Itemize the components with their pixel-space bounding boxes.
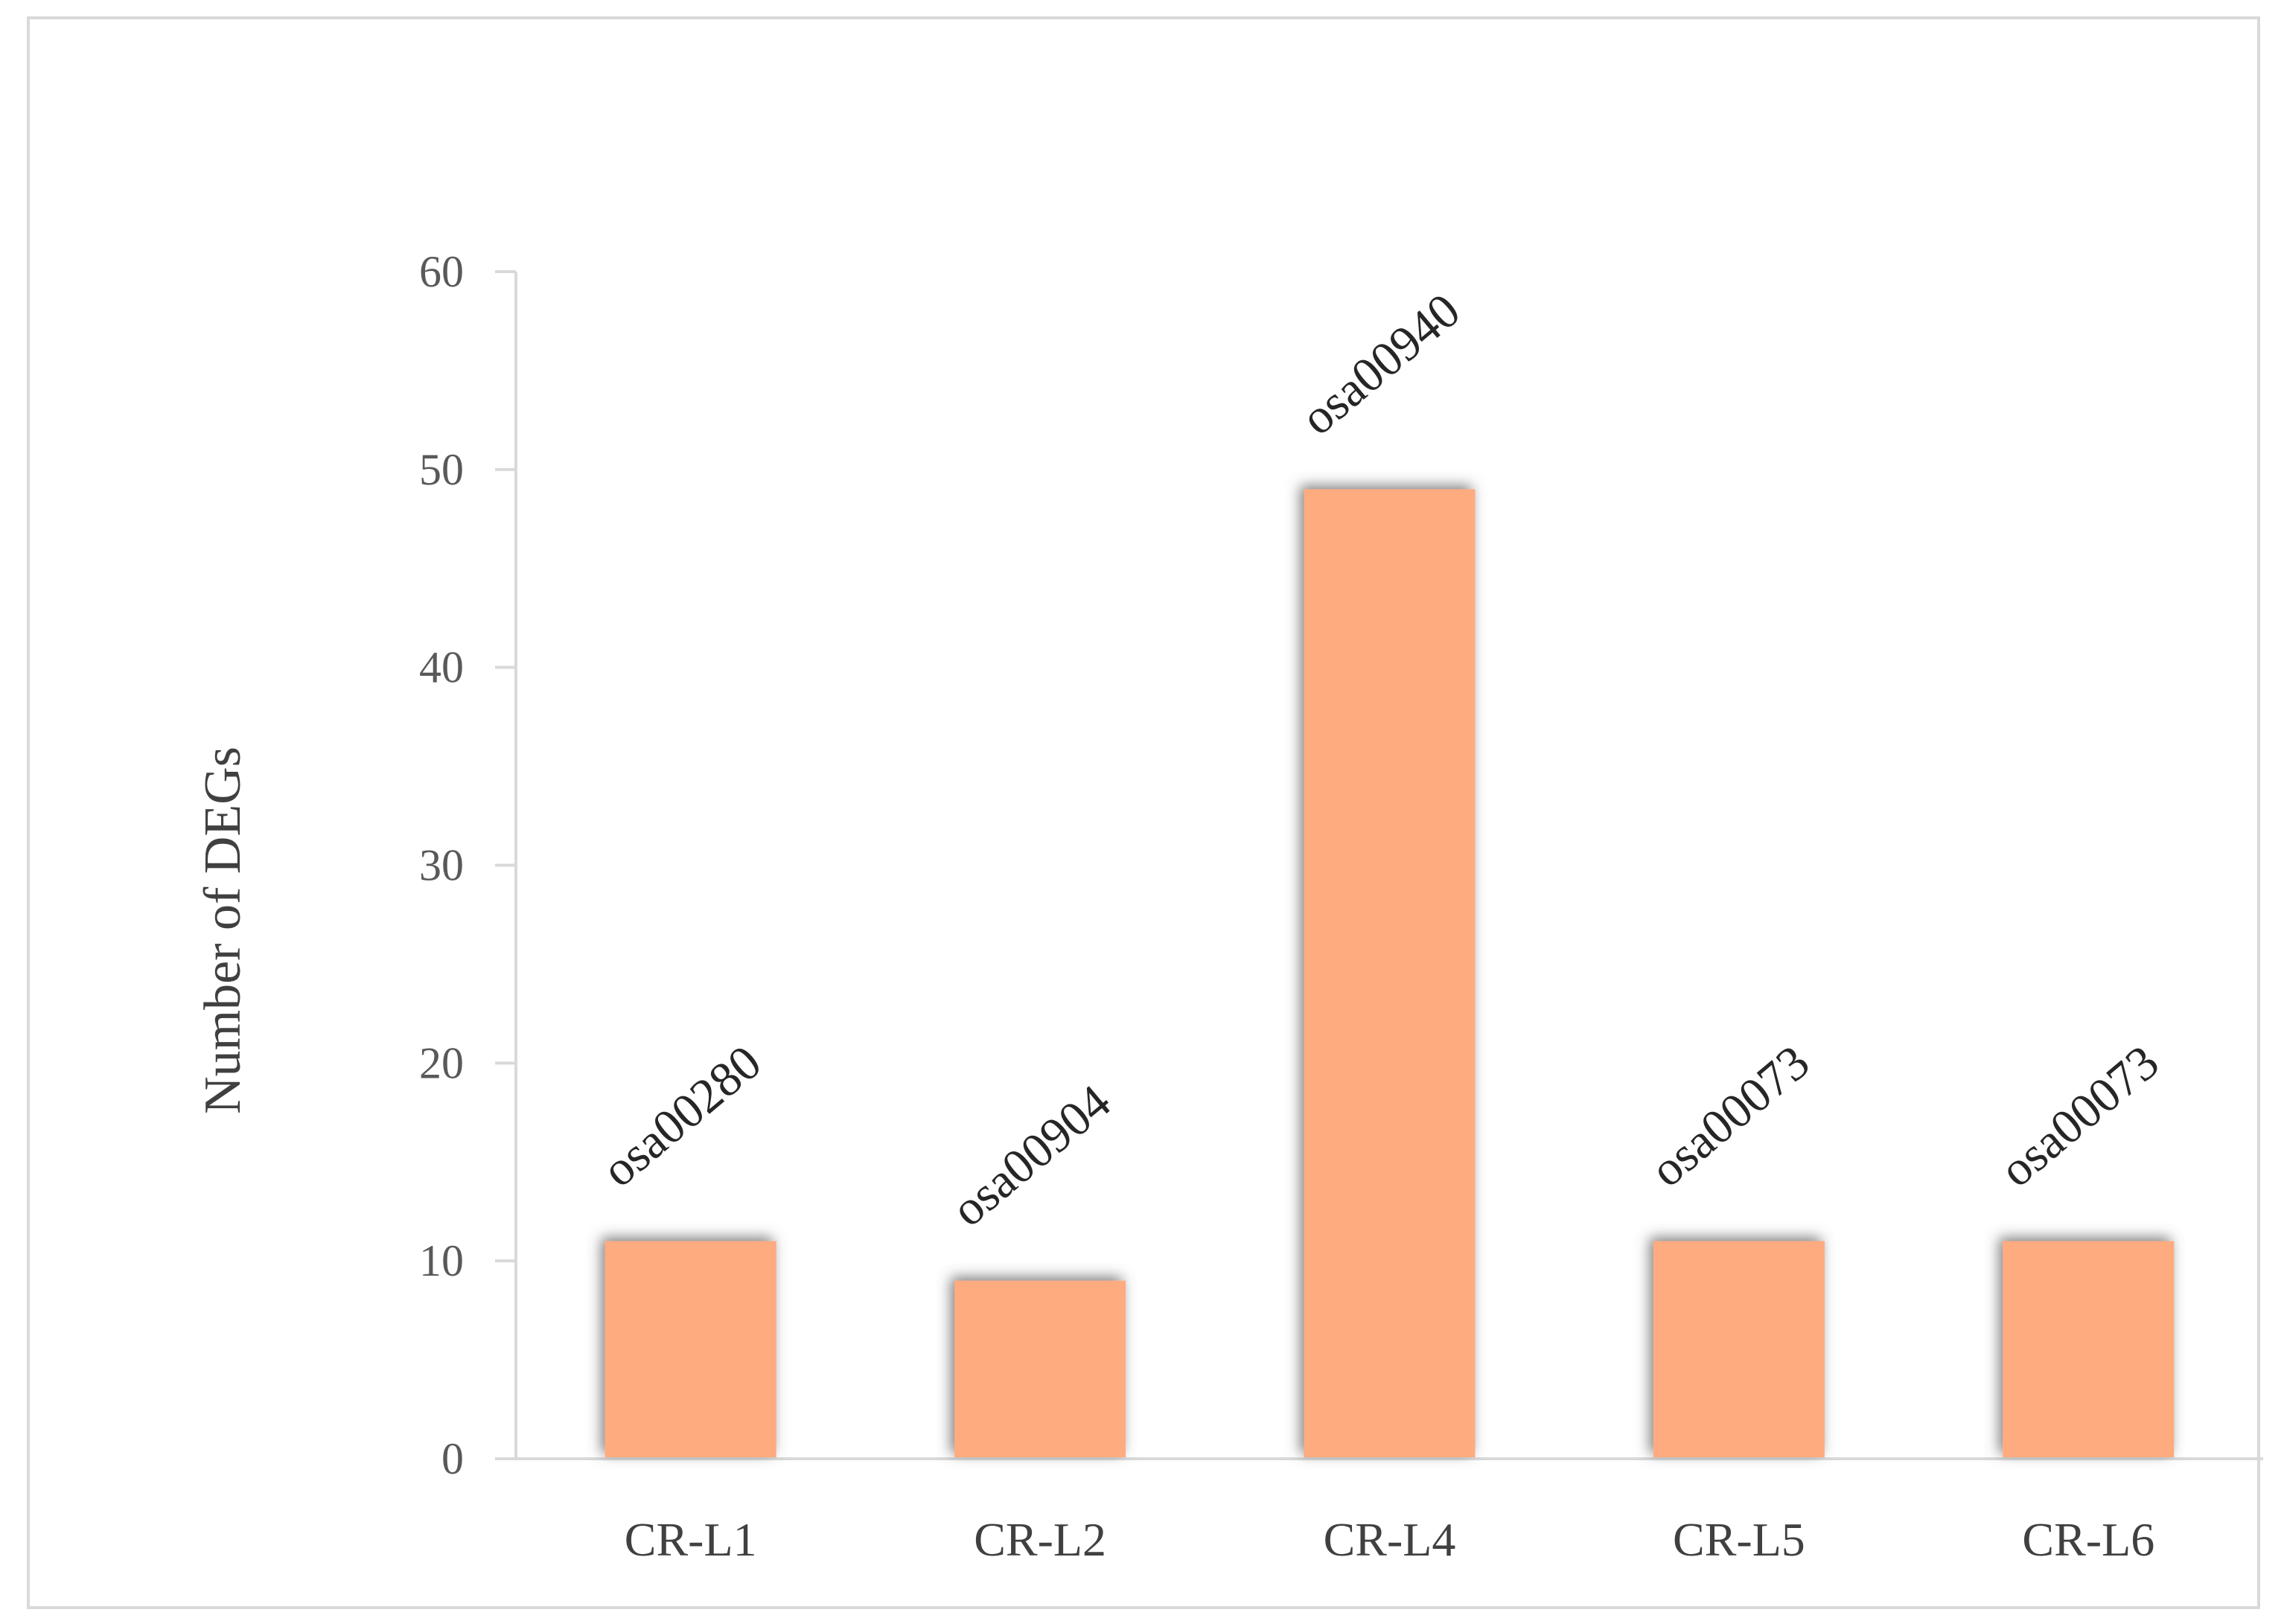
x-tick-label: CR-L6 <box>2022 1513 2154 1566</box>
y-tick-label: 40 <box>419 643 464 692</box>
data-label: osa00073 <box>1641 1035 1820 1198</box>
bars-group <box>605 489 2175 1457</box>
x-tick-label: CR-L4 <box>1324 1513 1456 1566</box>
y-axis: 0 10 20 30 40 50 60 <box>419 247 517 1483</box>
y-tick-label: 10 <box>419 1236 464 1285</box>
y-tick-label: 60 <box>419 247 464 296</box>
x-axis: CR-L1 CR-L2 CR-L4 CR-L5 CR-L6 <box>495 1457 2263 1566</box>
y-axis-title: Number of DEGs <box>194 747 252 1114</box>
data-label: osa00904 <box>942 1075 1121 1238</box>
bar <box>954 1280 1126 1457</box>
x-tick-label: CR-L2 <box>974 1513 1106 1566</box>
data-label: osa00073 <box>1990 1035 2169 1198</box>
chart-frame <box>27 16 2260 1609</box>
x-tick-label: CR-L1 <box>625 1513 757 1566</box>
y-tick-label: 50 <box>419 445 464 494</box>
data-label: osa00280 <box>592 1035 771 1198</box>
y-tick-label: 0 <box>441 1434 464 1483</box>
y-tick-label: 30 <box>419 841 464 890</box>
data-label: osa00940 <box>1291 283 1470 446</box>
y-tick-label: 20 <box>419 1038 464 1087</box>
bar <box>605 1241 776 1457</box>
bar <box>1304 489 1476 1457</box>
bar <box>2003 1241 2175 1457</box>
x-tick-label: CR-L5 <box>1673 1513 1805 1566</box>
bar <box>1653 1241 1825 1457</box>
